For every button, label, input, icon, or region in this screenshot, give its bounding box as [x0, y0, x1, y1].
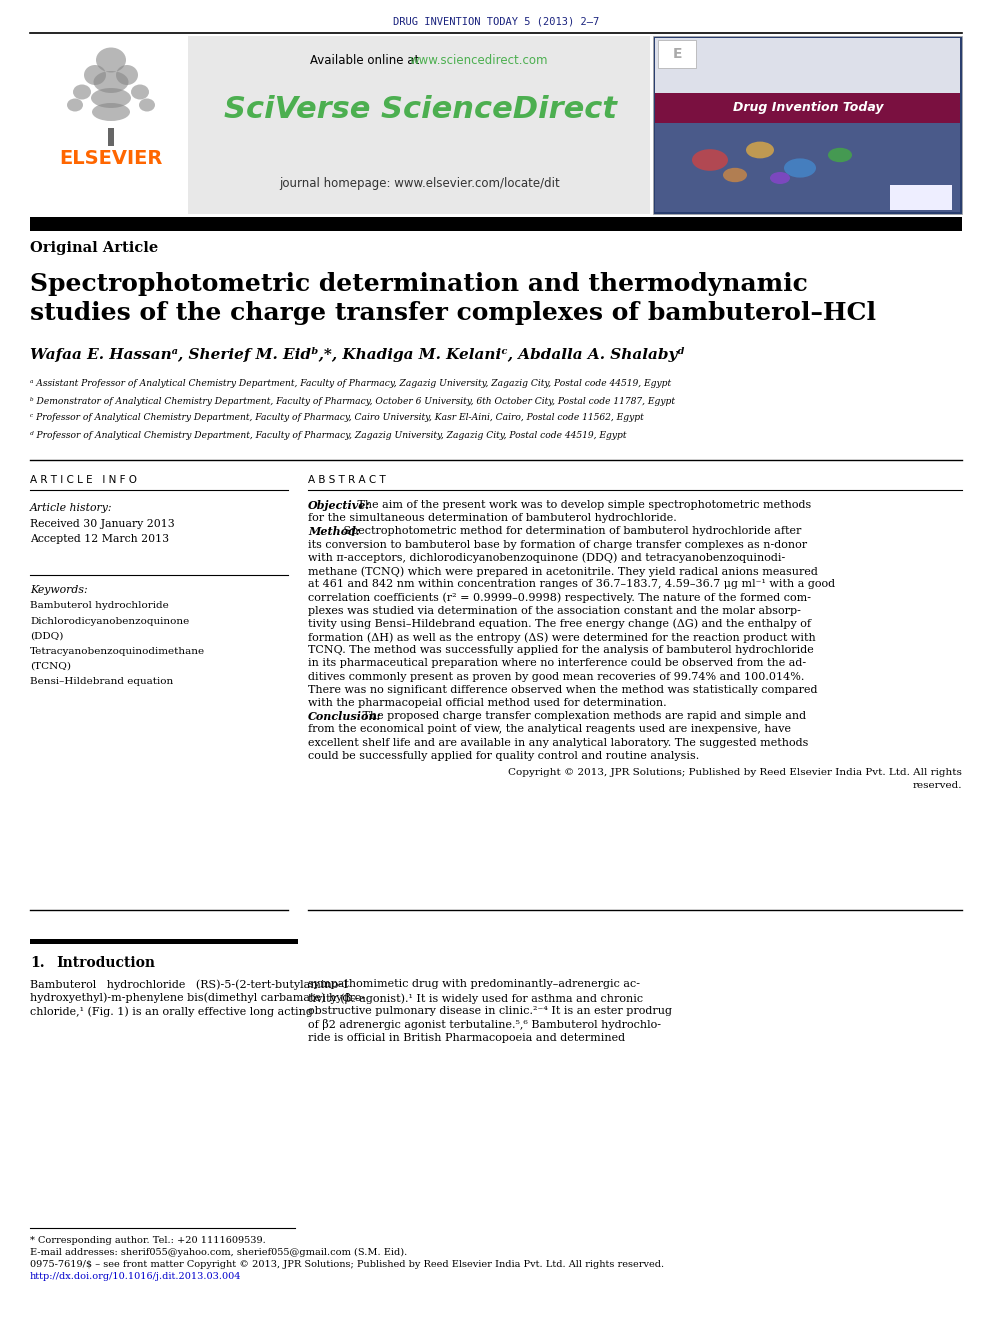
Ellipse shape: [67, 98, 83, 111]
Text: tivity (β₂-agonist).¹ It is widely used for asthma and chronic: tivity (β₂-agonist).¹ It is widely used …: [308, 992, 643, 1004]
Text: correlation coefficients (r² = 0.9999–0.9998) respectively. The nature of the fo: correlation coefficients (r² = 0.9999–0.…: [308, 593, 811, 603]
Bar: [655, 123, 960, 212]
Text: Copyright © 2013, JPR Solutions; Published by Reed Elsevier India Pvt. Ltd. All : Copyright © 2013, JPR Solutions; Publish…: [508, 767, 962, 777]
Text: with the pharmacopeial official method used for determination.: with the pharmacopeial official method u…: [308, 699, 667, 708]
Text: SciVerse ScienceDirect: SciVerse ScienceDirect: [223, 95, 616, 124]
Text: ᶜ Professor of Analytical Chemistry Department, Faculty of Pharmacy, Cairo Unive: ᶜ Professor of Analytical Chemistry Depa…: [30, 414, 644, 422]
Text: The proposed charge transfer complexation methods are rapid and simple and: The proposed charge transfer complexatio…: [358, 712, 806, 721]
Text: with π-acceptors, dichlorodicyanobenzoquinone (DDQ) and tetracyanobenzoquinodi-: with π-acceptors, dichlorodicyanobenzoqu…: [308, 553, 786, 564]
Text: Introduction: Introduction: [56, 957, 155, 970]
Text: There was no significant difference observed when the method was statistically c: There was no significant difference obse…: [308, 685, 817, 695]
Ellipse shape: [723, 168, 747, 183]
Text: tivity using Bensi–Hildebrand equation. The free energy change (ΔG) and the enth: tivity using Bensi–Hildebrand equation. …: [308, 619, 811, 630]
Ellipse shape: [73, 85, 91, 99]
Bar: [658, 40, 696, 67]
Ellipse shape: [96, 48, 126, 73]
Text: Dichlorodicyanobenzoquinone: Dichlorodicyanobenzoquinone: [30, 617, 189, 626]
Text: from the economical point of view, the analytical reagents used are inexpensive,: from the economical point of view, the a…: [308, 725, 791, 734]
Text: The aim of the present work was to develop simple spectrophotometric methods: The aim of the present work was to devel…: [354, 500, 811, 509]
Text: plexes was studied via determination of the association constant and the molar a: plexes was studied via determination of …: [308, 606, 801, 615]
Text: methane (TCNQ) which were prepared in acetonitrile. They yield radical anions me: methane (TCNQ) which were prepared in ac…: [308, 566, 817, 577]
Text: 0975-7619/$ – see front matter Copyright © 2013, JPR Solutions; Published by Ree: 0975-7619/$ – see front matter Copyright…: [30, 1259, 664, 1269]
Text: Spectrophotometric determination and thermodynamic: Spectrophotometric determination and the…: [30, 273, 807, 296]
Ellipse shape: [784, 159, 816, 177]
Text: Tetracyanobenzoquinodimethane: Tetracyanobenzoquinodimethane: [30, 647, 205, 655]
Text: Drug Invention Today: Drug Invention Today: [733, 102, 883, 115]
Bar: [188, 36, 650, 214]
Text: (TCNQ): (TCNQ): [30, 662, 71, 671]
Text: ᵈ Professor of Analytical Chemistry Department, Faculty of Pharmacy, Zagazig Uni: ᵈ Professor of Analytical Chemistry Depa…: [30, 430, 627, 439]
Text: ᵇ Demonstrator of Analytical Chemistry Department, Faculty of Pharmacy, October : ᵇ Demonstrator of Analytical Chemistry D…: [30, 397, 675, 406]
Text: TCNQ. The method was successfully applied for the analysis of bambuterol hydroch: TCNQ. The method was successfully applie…: [308, 646, 813, 655]
Ellipse shape: [131, 85, 149, 99]
Text: sympathomimetic drug with predominantly–adrenergic ac-: sympathomimetic drug with predominantly–…: [308, 979, 640, 990]
Text: for the simultaneous determination of bambuterol hydrochloride.: for the simultaneous determination of ba…: [308, 513, 677, 523]
Text: obstructive pulmonary disease in clinic.²⁻⁴ It is an ester prodrug: obstructive pulmonary disease in clinic.…: [308, 1005, 672, 1016]
Bar: [30, 217, 962, 232]
Text: Bambuterol hydrochloride: Bambuterol hydrochloride: [30, 602, 169, 610]
Text: Bambuterol   hydrochloride   (RS)-5-(2-tert-butylamino-1: Bambuterol hydrochloride (RS)-5-(2-tert-…: [30, 979, 349, 990]
Text: Conclusion:: Conclusion:: [308, 712, 382, 722]
Text: reserved.: reserved.: [913, 781, 962, 790]
Text: 1.: 1.: [30, 957, 45, 970]
Text: journal homepage: www.elsevier.com/locate/dit: journal homepage: www.elsevier.com/locat…: [280, 176, 560, 189]
Text: Bensi–Hildebrand equation: Bensi–Hildebrand equation: [30, 676, 174, 685]
Ellipse shape: [84, 65, 106, 85]
Bar: [108, 128, 114, 146]
Ellipse shape: [93, 71, 129, 93]
Text: Spectrophotometric method for determination of bambuterol hydrochloride after: Spectrophotometric method for determinat…: [340, 527, 802, 536]
Text: * Corresponding author. Tel.: +20 1111609539.: * Corresponding author. Tel.: +20 111160…: [30, 1236, 266, 1245]
Ellipse shape: [746, 142, 774, 159]
Text: ditives commonly present as proven by good mean recoveries of 99.74% and 100.014: ditives commonly present as proven by go…: [308, 672, 805, 681]
Text: www.sciencedirect.com: www.sciencedirect.com: [410, 53, 549, 66]
Text: its conversion to bambuterol base by formation of charge transfer complexes as n: its conversion to bambuterol base by for…: [308, 540, 807, 549]
Text: formation (ΔH) as well as the entropy (ΔS) were determined for the reaction prod: formation (ΔH) as well as the entropy (Δ…: [308, 632, 815, 643]
Ellipse shape: [770, 172, 790, 184]
Text: Wafaa E. Hassanᵃ, Sherief M. Eidᵇ,*, Khadiga M. Kelaniᶜ, Abdalla A. Shalabyᵈ: Wafaa E. Hassanᵃ, Sherief M. Eidᵇ,*, Kha…: [30, 348, 685, 363]
Text: Keywords:: Keywords:: [30, 585, 87, 595]
Text: ELSEVIER: ELSEVIER: [60, 148, 163, 168]
Bar: [890, 185, 952, 210]
Text: could be successfully applied for quality control and routine analysis.: could be successfully applied for qualit…: [308, 750, 699, 761]
Text: A R T I C L E   I N F O: A R T I C L E I N F O: [30, 475, 137, 486]
Text: of β2 adrenergic agonist terbutaline.⁵,⁶ Bambuterol hydrochlo-: of β2 adrenergic agonist terbutaline.⁵,⁶…: [308, 1020, 661, 1031]
Ellipse shape: [91, 89, 131, 108]
Ellipse shape: [828, 148, 852, 163]
Text: in its pharmaceutical preparation where no interference could be observed from t: in its pharmaceutical preparation where …: [308, 659, 806, 668]
Ellipse shape: [139, 98, 155, 111]
Text: Accepted 12 March 2013: Accepted 12 March 2013: [30, 534, 169, 544]
Text: (DDQ): (DDQ): [30, 631, 63, 640]
Bar: [30, 939, 298, 945]
Text: Available online at: Available online at: [310, 53, 423, 66]
Bar: [653, 36, 962, 214]
Text: ride is official in British Pharmacopoeia and determined: ride is official in British Pharmacopoei…: [308, 1033, 625, 1043]
Text: Received 30 January 2013: Received 30 January 2013: [30, 519, 175, 529]
Text: E: E: [673, 48, 682, 61]
Bar: [655, 38, 960, 93]
Text: E-mail addresses: sherif055@yahoo.com, sherief055@gmail.com (S.M. Eid).: E-mail addresses: sherif055@yahoo.com, s…: [30, 1248, 408, 1257]
Text: excellent shelf life and are available in any analytical laboratory. The suggest: excellent shelf life and are available i…: [308, 738, 808, 747]
Text: DRUG INVENTION TODAY 5 (2013) 2–7: DRUG INVENTION TODAY 5 (2013) 2–7: [393, 17, 599, 26]
Text: http://dx.doi.org/10.1016/j.dit.2013.03.004: http://dx.doi.org/10.1016/j.dit.2013.03.…: [30, 1271, 241, 1281]
Text: ᵃ Assistant Professor of Analytical Chemistry Department, Faculty of Pharmacy, Z: ᵃ Assistant Professor of Analytical Chem…: [30, 380, 672, 389]
Ellipse shape: [692, 149, 728, 171]
Text: at 461 and 842 nm within concentration ranges of 36.7–183.7, 4.59–36.7 μg ml⁻¹ w: at 461 and 842 nm within concentration r…: [308, 579, 835, 589]
Text: hydroxyethyl)-m-phenylene bis(dimethyl carbamate) hydro-: hydroxyethyl)-m-phenylene bis(dimethyl c…: [30, 992, 365, 1003]
Bar: [30, 36, 185, 184]
Text: Original Article: Original Article: [30, 241, 159, 255]
Bar: [655, 93, 960, 123]
Text: Method:: Method:: [308, 527, 360, 537]
Text: Objective:: Objective:: [308, 500, 370, 511]
Text: Article history:: Article history:: [30, 503, 112, 513]
Ellipse shape: [92, 103, 130, 120]
Ellipse shape: [116, 65, 138, 85]
Text: studies of the charge transfer complexes of bambuterol–HCl: studies of the charge transfer complexes…: [30, 302, 876, 325]
Text: A B S T R A C T: A B S T R A C T: [308, 475, 386, 486]
Text: chloride,¹ (Fig. 1) is an orally effective long acting: chloride,¹ (Fig. 1) is an orally effecti…: [30, 1005, 312, 1016]
